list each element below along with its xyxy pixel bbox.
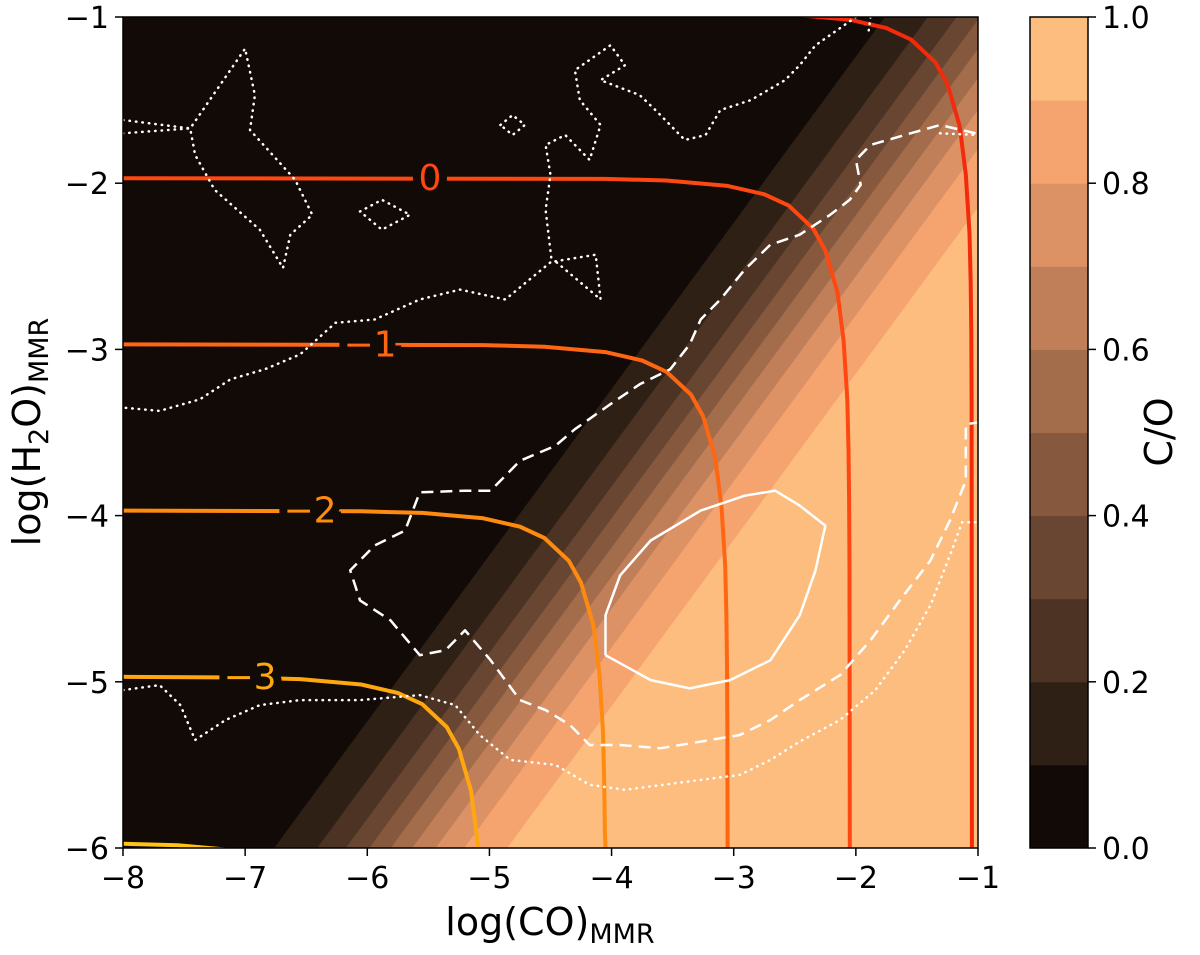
axes: −8 −7 −6 −5 −4 −3 −2 −1 −6 −5 −4 −3 −2 −1 [65,1,1000,896]
colorbar-band [1030,183,1088,267]
contour-line [499,113,527,137]
y-tick-label: −2 [65,167,109,202]
contour-label: −3 [223,657,276,698]
contour-line [123,674,481,848]
contour-lines [123,17,978,848]
x-axis-label: log(CO)MMR [445,900,654,950]
contour-line [796,17,974,848]
colorbar: 0.0 0.2 0.4 0.6 0.8 1.0 [1029,1,1150,867]
colorbar-band [1030,764,1088,849]
contour-line [123,342,730,848]
plot-frame [122,16,979,849]
contour-label: 0 [419,158,442,199]
colorbar-band [1030,432,1088,517]
label-text: log(H [5,445,49,546]
label-text: O) [5,383,49,428]
y-tick-label: −6 [65,832,109,867]
colorbar-tick-label: 0.0 [1102,832,1150,867]
subscript: 2 [24,428,55,445]
contour-line [554,253,602,301]
y-tick-label: −1 [65,1,109,36]
contour-label: −2 [283,491,336,532]
colorbar-band [1030,349,1088,433]
colorbar-tick-label: 0.6 [1102,333,1150,368]
contour-line [123,841,232,848]
contour-line [358,198,412,231]
colorbar-band [1030,100,1088,184]
colorbar-tick-label: 0.2 [1102,666,1150,701]
band [507,207,978,848]
contour-line [123,520,978,792]
x-tick-label: −6 [345,861,389,896]
colorbar-tick-label: 1.0 [1102,1,1150,36]
x-tick-label: −1 [956,861,1000,896]
subscript: MMR [24,318,55,383]
colorbar-band [1030,681,1088,766]
y-tick-label: −5 [65,666,109,701]
colorbar-band [1030,598,1088,683]
contour-line [123,17,858,413]
contour-line [348,123,978,750]
colorbar-band [1030,266,1088,350]
y-tick-label: −3 [65,333,109,368]
colorbar-band [1030,515,1088,600]
y-axis-label: log(H2O)MMR [5,318,55,547]
x-tick-label: −5 [467,861,511,896]
y-tick-label: −4 [65,500,109,535]
contour-line [123,176,852,848]
x-tick-label: −3 [712,861,756,896]
x-tick-label: −8 [101,861,145,896]
x-tick-label: −4 [589,861,633,896]
contour-line [123,508,608,848]
contour-line [938,132,978,137]
filled-contours [123,17,978,848]
colorbar-band [1030,17,1088,101]
x-tick-label: −7 [223,861,267,896]
contour-line [604,489,827,690]
contour-label: −1 [343,324,396,365]
colorbar-frame [1029,16,1089,849]
label-text: log(CO) [445,900,589,944]
subscript: MMR [589,919,654,950]
colorbar-label: C/O [1137,397,1181,466]
x-tick-label: −2 [834,861,878,896]
colorbar-tick-label: 0.4 [1102,500,1150,535]
colorbar-tick-label: 0.8 [1102,167,1150,202]
